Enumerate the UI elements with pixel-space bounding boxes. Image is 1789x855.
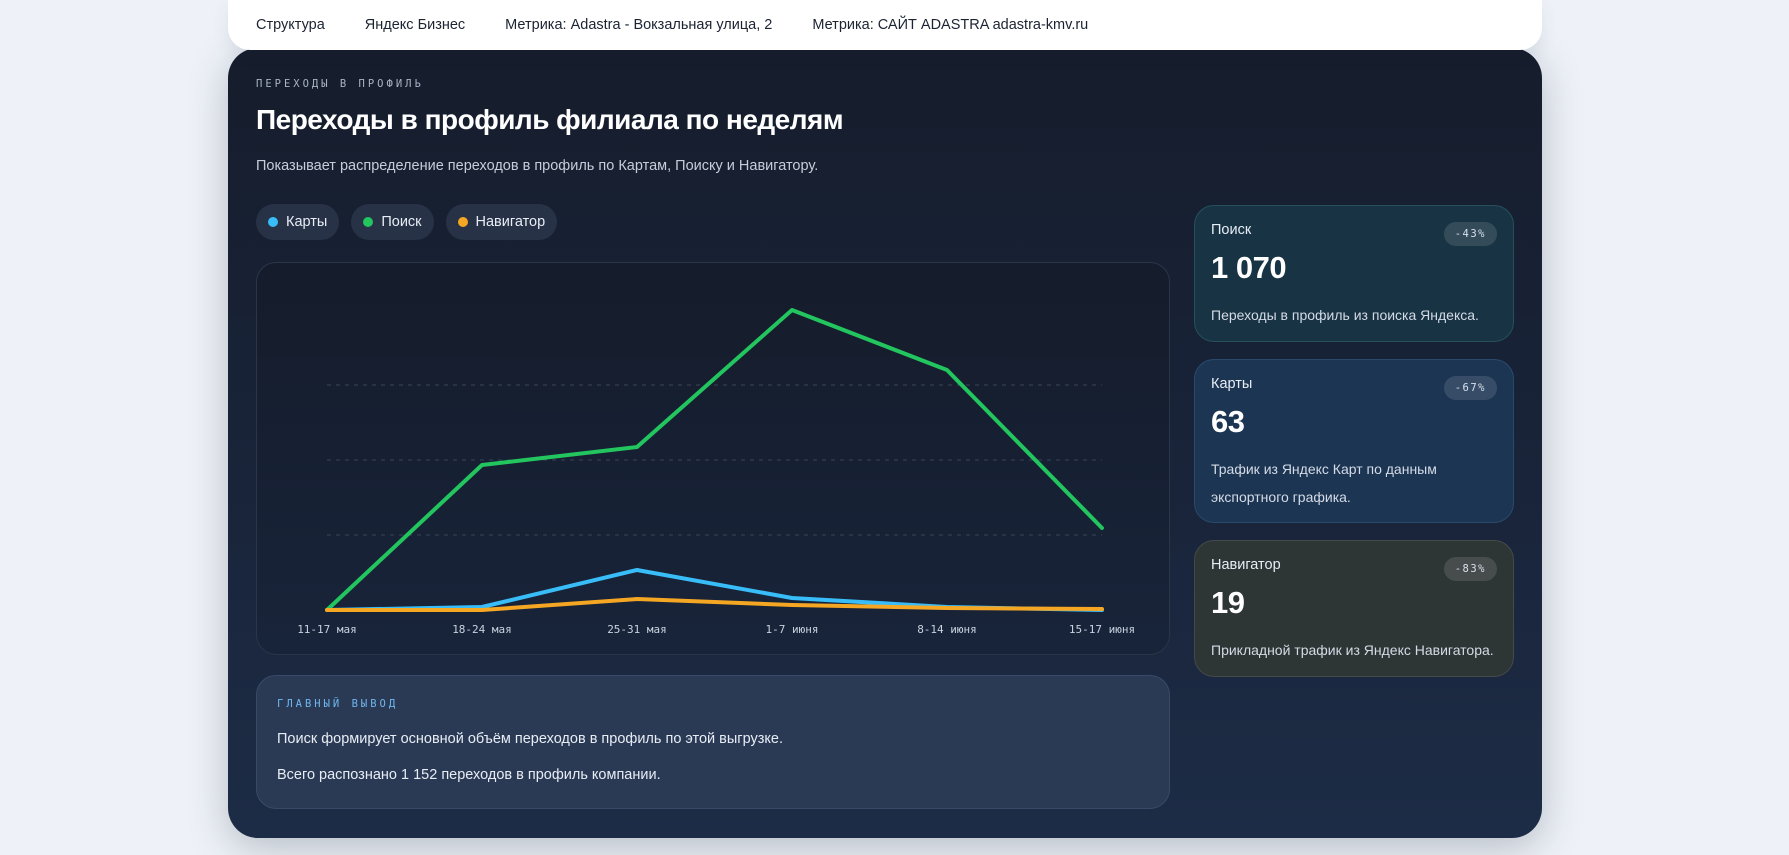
x-tick-label: 15-17 июня	[1069, 623, 1135, 636]
x-tick-label: 25-31 мая	[607, 623, 667, 636]
x-tick-label: 11-17 мая	[297, 623, 357, 636]
stat-card-navigator-desc: Прикладной трафик из Яндекс Навигатора.	[1211, 642, 1494, 658]
conclusion-label: ГЛАВНЫЙ ВЫВОД	[277, 698, 399, 710]
stat-card-search-desc: Переходы в профиль из поиска Яндекса.	[1211, 307, 1479, 323]
stat-card-navigator: Навигатор -83% 19 Прикладной трафик из Я…	[1194, 540, 1514, 677]
nav-link-metrika-site[interactable]: Метрика: САЙТ ADASTRA adastra-kmv.ru	[812, 17, 1089, 33]
x-tick-label: 1-7 июня	[766, 623, 819, 636]
nav-link-structure[interactable]: Структура	[256, 17, 325, 33]
x-tick-label: 8-14 июня	[917, 623, 977, 636]
line-chart-container: 11-17 мая 18-24 мая 25-31 мая 1-7 июня 8-14 …	[256, 262, 1170, 655]
stat-card-maps-name: Карты	[1211, 376, 1253, 392]
series-line-2	[325, 597, 1104, 612]
legend-dot-maps-icon	[268, 217, 278, 227]
stat-card-navigator-name: Навигатор	[1211, 557, 1281, 573]
section-eyebrow: ПЕРЕХОДЫ В ПРОФИЛЬ	[256, 78, 424, 90]
stat-card-navigator-badge: -83%	[1443, 557, 1497, 581]
series-line-1	[325, 308, 1104, 612]
page-title: Переходы в профиль филиала по неделям	[256, 104, 844, 135]
legend-dot-navigator-icon	[457, 217, 468, 227]
conclusion-line-1: Поиск формирует основной объём переходов…	[277, 731, 783, 747]
legend-label-maps: Карты	[286, 214, 328, 230]
nav-link-metrika-vokzalnaya[interactable]: Метрика: Adastra - Вокзальная улица, 2	[505, 17, 773, 33]
line-chart: 11-17 мая 18-24 мая 25-31 мая 1-7 июня 8-14 …	[297, 308, 1135, 636]
stat-card-maps-desc: Трафик из Яндекс Карт по данным экспортн…	[1211, 461, 1437, 505]
conclusion-card: ГЛАВНЫЙ ВЫВОД Поиск формирует основной о…	[256, 675, 1170, 809]
chart-legend: Карты Поиск Навигатор	[256, 204, 558, 240]
x-tick-label: 18-24 мая	[452, 623, 512, 636]
nav-link-yandex-business[interactable]: Яндекс Бизнес	[364, 17, 466, 33]
stat-card-search-value: 1 070	[1211, 250, 1287, 285]
legend-chip-navigator[interactable]: Навигатор	[445, 204, 558, 240]
conclusion-line-2: Всего распознано 1 152 переходов в профи…	[277, 767, 661, 783]
stat-card-maps-badge: -67%	[1443, 376, 1497, 400]
legend-dot-search-icon	[363, 217, 374, 227]
legend-chip-search[interactable]: Поиск	[351, 204, 434, 240]
top-navigation: Структура Яндекс Бизнес Метрика: Adastra…	[228, 0, 1542, 50]
stat-card-search: Поиск -43% 1 070 Переходы в профиль из п…	[1194, 205, 1514, 342]
stat-card-search-name: Поиск	[1211, 222, 1252, 238]
legend-label-search: Поиск	[381, 214, 422, 230]
stat-card-navigator-value: 19	[1211, 585, 1245, 620]
stat-card-search-badge: -43%	[1443, 222, 1497, 246]
stat-card-maps: Карты -67% 63 Трафик из Яндекс Карт по д…	[1194, 359, 1514, 523]
main-panel: ПЕРЕХОДЫ В ПРОФИЛЬ Переходы в профиль фи…	[228, 48, 1542, 838]
stat-card-maps-value: 63	[1211, 404, 1245, 439]
legend-chip-maps[interactable]: Карты	[256, 204, 340, 240]
page-subtitle: Показывает распределение переходов в про…	[256, 158, 819, 174]
legend-label-navigator: Навигатор	[475, 214, 546, 230]
